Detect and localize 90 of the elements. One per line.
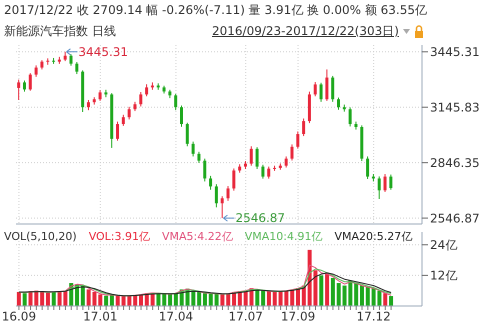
x-tick-label: 17.01 (83, 310, 118, 324)
text: VMA20:5.27亿 (334, 230, 412, 244)
bar (202, 293, 207, 306)
candlestick (40, 60, 44, 70)
candlestick (267, 166, 270, 180)
candlestick (284, 156, 288, 168)
candlestick (64, 51, 67, 62)
x-tick-label: 17.07 (228, 310, 263, 324)
bar (58, 291, 62, 306)
bar (377, 290, 382, 306)
candlestick (214, 184, 218, 208)
bar (325, 272, 330, 306)
candlestick (192, 141, 195, 157)
annotation: 3445.31 (78, 44, 128, 59)
bar (383, 293, 388, 306)
text: VOL:3.91亿 (88, 230, 150, 244)
bar (122, 296, 126, 306)
bar (86, 289, 91, 306)
y-tick-label: 3145.83 (430, 100, 480, 114)
candlestick (314, 82, 317, 97)
candlestick (174, 93, 178, 111)
candlestick (17, 79, 20, 100)
candlestick (250, 146, 253, 166)
bar (98, 294, 102, 306)
candlestick (70, 54, 72, 66)
candlestick (22, 80, 26, 92)
bar (92, 292, 96, 306)
candlestick (366, 156, 370, 180)
candlestick (256, 146, 259, 170)
bar (116, 296, 120, 306)
text: VMA10:4.91亿 (244, 230, 323, 244)
candlestick (290, 144, 294, 162)
candlestick (348, 106, 352, 127)
candlestick (75, 62, 78, 75)
y-tick-label: 2846.35 (430, 156, 480, 170)
x-tick-label: 17.09 (280, 310, 316, 324)
y-tick-label: 24亿 (430, 238, 458, 252)
candlestick (139, 92, 142, 107)
chart-subtitle: 2016/09/23-2017/12/22(303日) (212, 23, 399, 40)
candlestick (203, 158, 206, 182)
candlestick (98, 90, 102, 102)
candlestick (389, 174, 392, 190)
legend-title: VOL(5,10,20) (4, 230, 77, 244)
candlestick (302, 118, 306, 137)
candlestick (378, 176, 381, 200)
candlestick (320, 82, 323, 102)
chart-title: 新能源汽车指数 日线 (4, 23, 116, 40)
bar (104, 296, 108, 306)
bar (80, 286, 85, 306)
candlestick (28, 72, 32, 92)
x-tick-label: 17.12 (356, 310, 391, 324)
bar (46, 292, 50, 306)
bar (16, 292, 21, 306)
candlestick (209, 175, 212, 190)
x-tick-label: 16.09 (2, 310, 36, 324)
candlestick (296, 130, 300, 150)
candlestick (86, 99, 90, 111)
bar (319, 275, 324, 306)
candlestick (122, 114, 125, 126)
candlestick (232, 168, 236, 192)
text: VMA5:4.22亿 (162, 230, 233, 244)
candlestick (384, 174, 387, 192)
bar (313, 270, 318, 306)
bar (52, 292, 56, 306)
candlestick (180, 105, 183, 128)
text: 2017/12/22 收 2709.14 幅 -0.26%(-7.11) 量 3.91亿 换 0.00% 额 63.55亿 (4, 2, 427, 19)
candlestick (145, 84, 148, 97)
candlestick (337, 97, 340, 110)
candlestick (197, 151, 200, 164)
bar (63, 290, 68, 306)
y-tick-label: 12亿 (430, 268, 458, 283)
y-tick-label: 3445.31 (430, 45, 480, 60)
candlestick (34, 64, 38, 78)
candlestick (128, 106, 131, 120)
bar (360, 286, 364, 306)
candlestick (116, 121, 120, 142)
bar (389, 296, 394, 306)
bar (342, 286, 347, 306)
annotation: 2546.87 (235, 211, 286, 226)
y-tick-label: 2546.87 (430, 211, 480, 226)
candlestick (186, 122, 189, 147)
candlestick (226, 186, 230, 202)
candlestick (331, 75, 334, 102)
bar (22, 293, 27, 306)
candlestick (220, 196, 224, 219)
x-tick-label: 17.04 (158, 310, 194, 324)
candlestick (261, 164, 264, 180)
candlestick (133, 101, 136, 112)
candlestick (325, 68, 328, 102)
bar (278, 291, 283, 306)
